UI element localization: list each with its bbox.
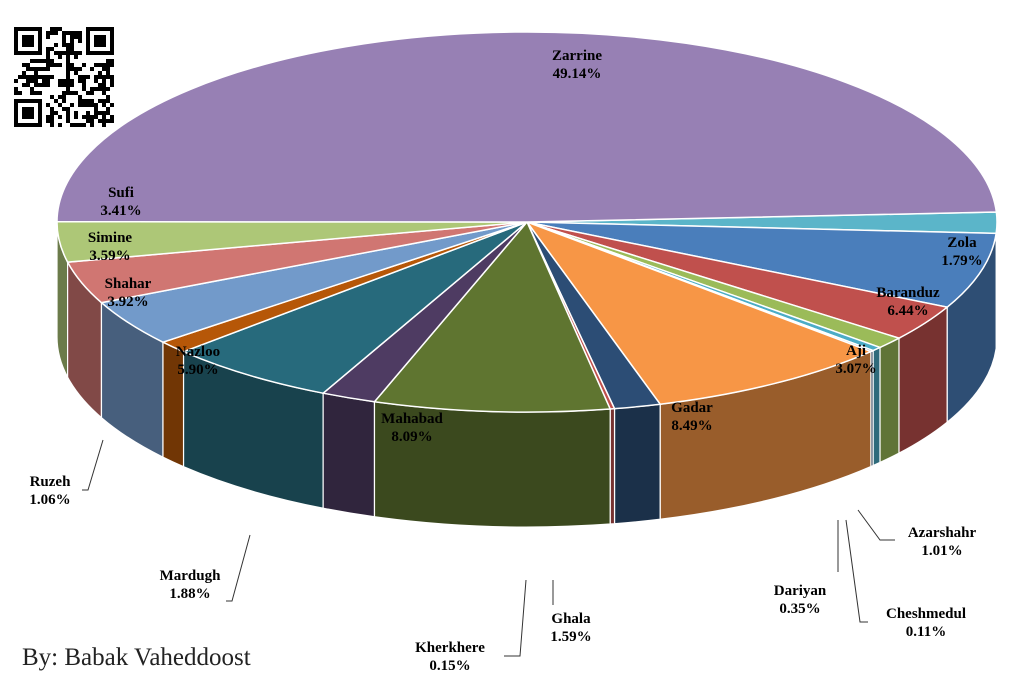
pie-side-walls — [56, 221, 998, 528]
slice-name-ghala: Ghala — [551, 611, 591, 627]
slice-baranduz — [526, 221, 998, 308]
slice-nazloo — [181, 221, 528, 395]
slice-name-dariyan: Dariyan — [774, 583, 827, 599]
slice-percent-gadar: 8.49% — [671, 418, 712, 434]
slice-side-azarshahr — [879, 337, 900, 464]
slice-side-kherkhere — [609, 408, 616, 525]
slice-name-mahabad: Mahabad — [381, 411, 443, 427]
slice-name-shahar: Shahar — [105, 276, 152, 292]
slice-gadar — [524, 220, 873, 406]
slice-name-zarrine: Zarrine — [552, 48, 602, 64]
author-credit: By: Babak Vaheddoost — [22, 644, 251, 671]
slice-name-cheshmedul: Cheshmedul — [886, 606, 966, 622]
slice-side-ruzeh — [162, 341, 185, 468]
slice-percent-ghala: 1.59% — [550, 629, 591, 645]
slice-labels: Zola 1.79%Baranduz 6.44% Aji 3.07% Azarshahr 1… — [29, 48, 982, 674]
slice-name-baranduz: Baranduz — [876, 285, 940, 301]
leader-ruzeh — [82, 439, 104, 491]
slice-percent-zarrine: 49.14% — [553, 66, 602, 82]
slice-name-simine: Simine — [88, 230, 133, 246]
slice-percent-dariyan: 0.35% — [779, 601, 820, 617]
slice-percent-zola: 1.79% — [941, 253, 982, 269]
slice-name-gadar: Gadar — [671, 400, 713, 416]
slice-name-ruzeh: Ruzeh — [30, 474, 71, 490]
slice-zarrine — [56, 31, 998, 223]
slice-name-aji: Aji — [846, 343, 866, 359]
leader-azarshahr — [857, 509, 895, 541]
slice-percent-nazloo: 5.90% — [177, 362, 218, 378]
slice-percent-aji: 3.07% — [835, 361, 876, 377]
slice-percent-baranduz: 6.44% — [887, 303, 928, 319]
slice-percent-ruzeh: 1.06% — [29, 492, 70, 508]
slice-side-mardugh — [322, 392, 376, 518]
slice-name-zola: Zola — [947, 235, 977, 251]
leader-kherkhere — [504, 579, 527, 657]
slice-name-mardugh: Mardugh — [160, 568, 222, 584]
slice-percent-azarshahr: 1.01% — [921, 543, 962, 559]
leader-cheshmedul — [845, 519, 868, 623]
slice-name-kherkhere: Kherkhere — [415, 640, 485, 656]
slice-mahabad — [373, 220, 612, 413]
slice-percent-mahabad: 8.09% — [391, 429, 432, 445]
slice-percent-sufi: 3.41% — [100, 203, 141, 219]
qr-code — [14, 27, 114, 127]
slice-percent-cheshmedul: 0.11% — [906, 624, 946, 640]
pie-slices — [56, 31, 998, 413]
slice-percent-kherkhere: 0.15% — [429, 658, 470, 674]
slice-percent-shahar: 3.92% — [107, 294, 148, 310]
leader-lines — [82, 439, 895, 657]
slice-percent-mardugh: 1.88% — [169, 586, 210, 602]
slice-name-azarshahr: Azarshahr — [908, 525, 977, 541]
slice-percent-simine: 3.59% — [89, 248, 130, 264]
leader-mardugh — [226, 534, 251, 602]
slice-name-nazloo: Nazloo — [176, 344, 220, 360]
slice-side-ghala — [613, 403, 661, 525]
slice-name-sufi: Sufi — [108, 185, 134, 201]
